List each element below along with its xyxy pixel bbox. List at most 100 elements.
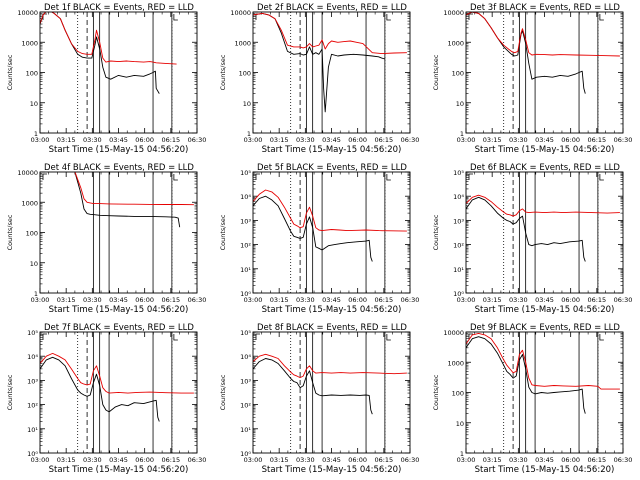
y-tick-label: 10⁴	[240, 193, 251, 201]
plot-frame	[39, 11, 198, 134]
chart-title: Det 7f BLACK = Events, RED = LLD	[44, 323, 194, 333]
y-tick-label: 10²	[453, 242, 464, 250]
x-tick-label: 06:15	[374, 456, 393, 464]
x-tick-label: 03:45	[109, 296, 128, 304]
chart-title: Det 4f BLACK = Events, RED = LLD	[44, 163, 194, 173]
y-tick-label: 10³	[240, 377, 251, 385]
x-tick-label: 03:30	[296, 456, 315, 464]
corner-bracket	[386, 334, 391, 341]
y-tick-label: 10⁰	[240, 450, 251, 458]
y-tick-label: 10⁴	[27, 353, 38, 361]
lld-series-line	[253, 12, 407, 55]
x-tick-label: 03:45	[322, 456, 341, 464]
y-tick-label: 10⁰	[27, 450, 38, 458]
x-tick-label: 06:00	[561, 136, 580, 144]
x-tick-label: 03:15	[57, 456, 76, 464]
x-tick-label: 06:15	[587, 296, 606, 304]
x-tick-label: 06:00	[135, 136, 154, 144]
x-tick-label: 06:30	[401, 456, 420, 464]
x-tick-label: 03:00	[457, 296, 476, 304]
y-tick-label: 1000	[21, 39, 38, 47]
y-tick-label: 10⁵	[240, 169, 251, 177]
x-tick-label: 03:15	[270, 456, 289, 464]
y-tick-label: 100	[239, 70, 251, 78]
x-tick-label: 06:30	[614, 136, 633, 144]
events-series-line	[253, 195, 373, 262]
x-tick-label: 06:15	[161, 456, 180, 464]
plot-frame	[465, 171, 624, 294]
x-tick-label: 03:00	[457, 136, 476, 144]
chart-title: Det 6f BLACK = Events, RED = LLD	[470, 163, 620, 173]
lld-series-line	[466, 332, 620, 390]
y-tick-label: 10⁰	[453, 290, 464, 298]
x-tick-label: 06:15	[587, 136, 606, 144]
y-tick-label: 10	[456, 100, 464, 108]
y-axis-label: Counts/sec	[219, 374, 227, 410]
y-tick-label: 10⁵	[27, 329, 38, 337]
corner-bracket	[386, 174, 391, 181]
x-tick-label: 03:30	[509, 296, 528, 304]
events-series-line	[40, 356, 160, 422]
plot-frame	[252, 11, 411, 134]
y-axis-label: Counts/sec	[432, 374, 440, 410]
chart-title: Det 9f BLACK = Events, RED = LLD	[470, 323, 620, 333]
chart-panel: Det 3f BLACK = Events, RED = LLD Counts/s…	[432, 3, 632, 155]
series-layer	[253, 189, 407, 262]
corner-bracket	[255, 173, 260, 180]
y-tick-label: 10¹	[453, 266, 464, 274]
plot-frame	[465, 11, 624, 134]
x-axis-label: Start Time (15-May-15 04:56:20)	[475, 145, 615, 155]
y-tick-label: 1	[460, 130, 464, 138]
x-tick-label: 06:15	[161, 136, 180, 144]
y-tick-label: 10	[30, 100, 38, 108]
corner-bracket	[599, 14, 604, 21]
series-layer	[466, 332, 620, 414]
y-tick-label: 1	[34, 130, 38, 138]
x-tick-label: 03:30	[296, 296, 315, 304]
chart-panel: Det 2f BLACK = Events, RED = LLD Counts/s…	[219, 3, 419, 155]
corner-bracket	[173, 14, 178, 21]
lld-series-line	[40, 352, 194, 394]
x-tick-label: 03:00	[244, 296, 263, 304]
y-tick-label: 10²	[240, 402, 251, 410]
y-tick-label: 10¹	[240, 266, 251, 274]
x-tick-label: 06:30	[614, 296, 633, 304]
series-layer	[253, 12, 407, 113]
y-tick-label: 1000	[447, 359, 464, 367]
y-tick-label: 10¹	[240, 426, 251, 434]
plot-frame	[39, 171, 198, 294]
y-tick-label: 1000	[447, 39, 464, 47]
x-tick-label: 03:00	[31, 136, 50, 144]
chart-title: Det 2f BLACK = Events, RED = LLD	[257, 3, 407, 13]
x-axis-label: Start Time (15-May-15 04:56:20)	[49, 305, 189, 315]
corner-bracket	[468, 173, 473, 180]
lld-series-line	[466, 194, 620, 217]
x-tick-label: 03:45	[109, 136, 128, 144]
corner-bracket	[468, 13, 473, 20]
x-tick-label: 03:30	[509, 136, 528, 144]
y-tick-label: 10³	[453, 217, 464, 225]
x-tick-label: 06:30	[188, 456, 207, 464]
series-layer	[40, 352, 194, 422]
chart-panel: Det 7f BLACK = Events, RED = LLD Counts/s…	[6, 323, 206, 475]
corner-bracket	[255, 13, 260, 20]
y-tick-label: 100	[452, 390, 464, 398]
chart-title: Det 1f BLACK = Events, RED = LLD	[44, 3, 194, 13]
chart-title: Det 8f BLACK = Events, RED = LLD	[257, 323, 407, 333]
y-tick-label: 10⁵	[453, 169, 464, 177]
x-tick-label: 06:15	[161, 296, 180, 304]
x-tick-label: 03:30	[509, 456, 528, 464]
chart-panel: Det 9f BLACK = Events, RED = LLD Counts/s…	[432, 323, 632, 475]
x-tick-label: 06:00	[348, 456, 367, 464]
x-tick-label: 03:15	[483, 456, 502, 464]
x-tick-label: 03:30	[83, 456, 102, 464]
y-tick-label: 10000	[17, 9, 38, 17]
events-series-line	[253, 358, 373, 415]
lld-series-line	[74, 172, 194, 206]
y-tick-label: 10000	[443, 9, 464, 17]
x-tick-label: 06:15	[374, 296, 393, 304]
x-tick-label: 03:45	[322, 136, 341, 144]
corner-bracket	[42, 333, 47, 340]
x-tick-label: 06:00	[135, 456, 154, 464]
